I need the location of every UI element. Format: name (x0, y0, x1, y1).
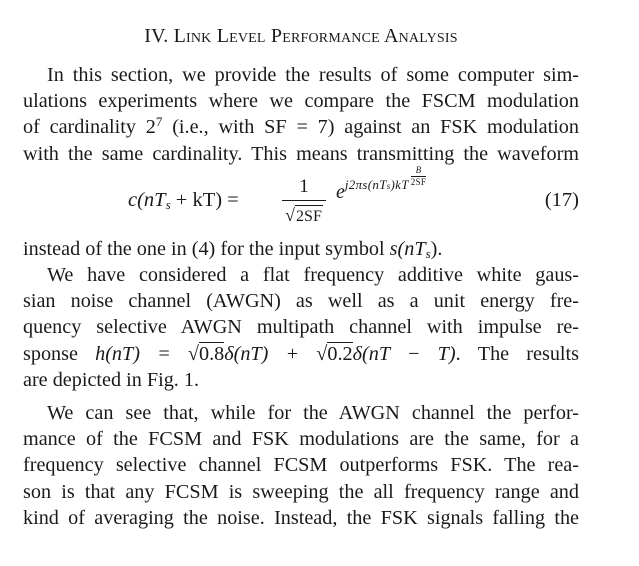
equation-exponential: ej2πs(nTs)kTB 2SF (336, 165, 427, 206)
text-line: frequency selective channel FCSM outperf… (23, 454, 579, 477)
exp-base: e (336, 181, 345, 203)
paragraph-channel: We have considered a flat frequency addi… (23, 262, 579, 393)
math-expression: δ(nT − T) (352, 342, 456, 365)
text-line: We can see that, while for the AWGN chan… (47, 402, 579, 424)
text-line: In this section, we provide the results … (47, 64, 579, 86)
text-line: of cardinality 27 (i.e., with SF = 7) ag… (23, 114, 579, 140)
equation-fraction: 1 √2SF (280, 176, 328, 228)
text-line: with the same cardinality. This means tr… (23, 142, 579, 165)
paragraph-continuation: instead of the one in (4) for the input … (23, 236, 579, 262)
text-fragment: . The results (455, 342, 579, 365)
mini-frac-num: B (415, 164, 422, 175)
mini-frac-den: 2SF (410, 176, 427, 187)
sqrt-content: 2SF (295, 205, 323, 228)
text-line: instead of the one in (4) for the input … (23, 236, 579, 262)
section-heading: IV. Link Level Performance Analysis (144, 25, 458, 47)
math-subscript: s (425, 246, 431, 261)
text-line: sian noise channel (AWGN) as well as a u… (23, 290, 579, 313)
text-line: son is that any FCSM is sweeping the all… (23, 480, 579, 503)
math-symbol: s(nT (389, 238, 426, 260)
text-line: are depicted in Fig. 1. (23, 368, 200, 391)
equation-17: c(nTs + kT) = 1 √2SF ej2πs(nTs)kTB 2SF (1… (23, 165, 579, 235)
eq-lhs-sub: s (165, 197, 171, 212)
sqrt-content: 0.8 (198, 341, 225, 365)
mini-frac-bar (410, 175, 427, 177)
exp-superscript: j2πs(nTs)kTB 2SF (344, 165, 427, 192)
text-line: ulations experiments where we compare th… (23, 90, 579, 113)
math-expression: h(nT) = (95, 342, 188, 365)
paragraph-results: We can see that, while for the AWGN chan… (23, 400, 579, 531)
text-line: sponse h(nT) = √0.8δ(nT) + √0.2δ(nT − T)… (23, 341, 579, 367)
paragraph-intro: In this section, we provide the results … (23, 62, 579, 167)
text-fragment: (i.e., with SF = 7) against an FSK modul… (162, 116, 579, 139)
exp-sup-sub: s (386, 181, 391, 191)
equation-lhs: c(nTs + kT) = (128, 189, 239, 212)
text-fragment: of cardinality 2 (23, 116, 156, 139)
math-expression: δ(nT) + (224, 342, 317, 365)
sqrt-content: 0.2 (327, 341, 353, 365)
sqrt-sign: √ (316, 342, 328, 365)
exp-sup-rest: )kT (390, 177, 409, 192)
text-fragment: sponse (23, 342, 96, 365)
eq-lhs-main: c(nT (128, 189, 166, 211)
superscript: 7 (155, 114, 163, 130)
text-line: mance of the FCSM and FSK modulations ar… (23, 428, 579, 451)
text-line: We have considered a flat frequency addi… (47, 264, 579, 286)
text-fragment: ). (430, 238, 443, 260)
equation-number: (17) (544, 189, 579, 211)
eq-lhs-rest: + kT) = (170, 189, 239, 211)
text-fragment: instead of the one in (4) for the input … (23, 238, 390, 260)
sqrt-sign: √ (187, 342, 199, 365)
exp-mini-fraction: B 2SF (410, 164, 427, 187)
fraction-numerator: 1 (299, 176, 309, 197)
text-line: kind of averaging the noise. Instead, th… (23, 506, 579, 529)
fraction-bar (282, 200, 326, 201)
exp-sup-main: j2πs(nT (344, 177, 387, 192)
text-line: quency selective AWGN multipath channel … (23, 316, 579, 339)
fraction-denominator: √2SF (280, 204, 328, 228)
